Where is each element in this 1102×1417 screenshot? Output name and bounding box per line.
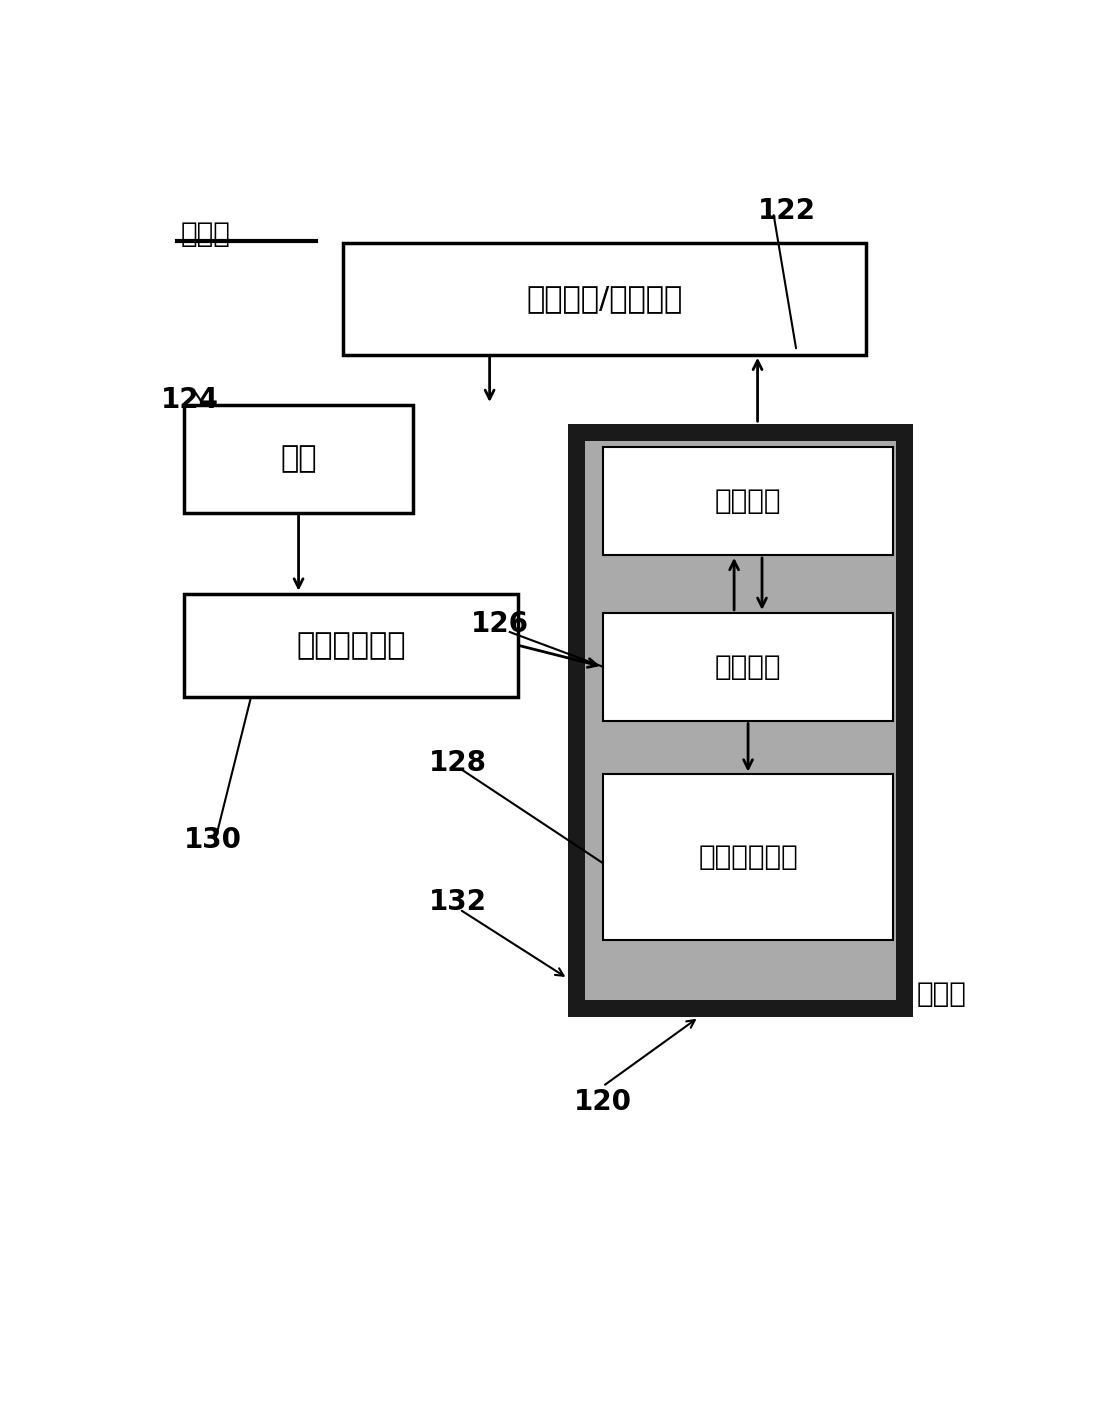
Text: 手持机: 手持机 bbox=[917, 981, 966, 1007]
Text: 电池: 电池 bbox=[280, 445, 316, 473]
Bar bbox=[184, 594, 518, 697]
Bar bbox=[585, 441, 896, 1000]
Text: 120: 120 bbox=[574, 1088, 631, 1115]
Text: 122: 122 bbox=[758, 197, 815, 225]
Text: 实施例: 实施例 bbox=[181, 220, 230, 248]
Bar bbox=[184, 405, 413, 513]
Bar bbox=[603, 448, 894, 555]
Text: 126: 126 bbox=[471, 611, 529, 638]
Text: 闭环电路/电流控制: 闭环电路/电流控制 bbox=[527, 285, 683, 313]
Text: 瞬态负载: 瞬态负载 bbox=[715, 487, 781, 516]
Bar bbox=[603, 775, 894, 939]
Text: 124: 124 bbox=[161, 385, 219, 414]
Text: 正常工作电流: 正常工作电流 bbox=[296, 631, 406, 660]
Bar bbox=[568, 424, 912, 1017]
Text: 132: 132 bbox=[429, 887, 486, 915]
Text: 130: 130 bbox=[184, 826, 242, 854]
Text: 电压曲线分析: 电压曲线分析 bbox=[699, 843, 798, 871]
Bar bbox=[343, 244, 866, 354]
Bar bbox=[603, 612, 894, 721]
Text: 128: 128 bbox=[429, 750, 486, 777]
Text: 开关电路: 开关电路 bbox=[715, 653, 781, 680]
